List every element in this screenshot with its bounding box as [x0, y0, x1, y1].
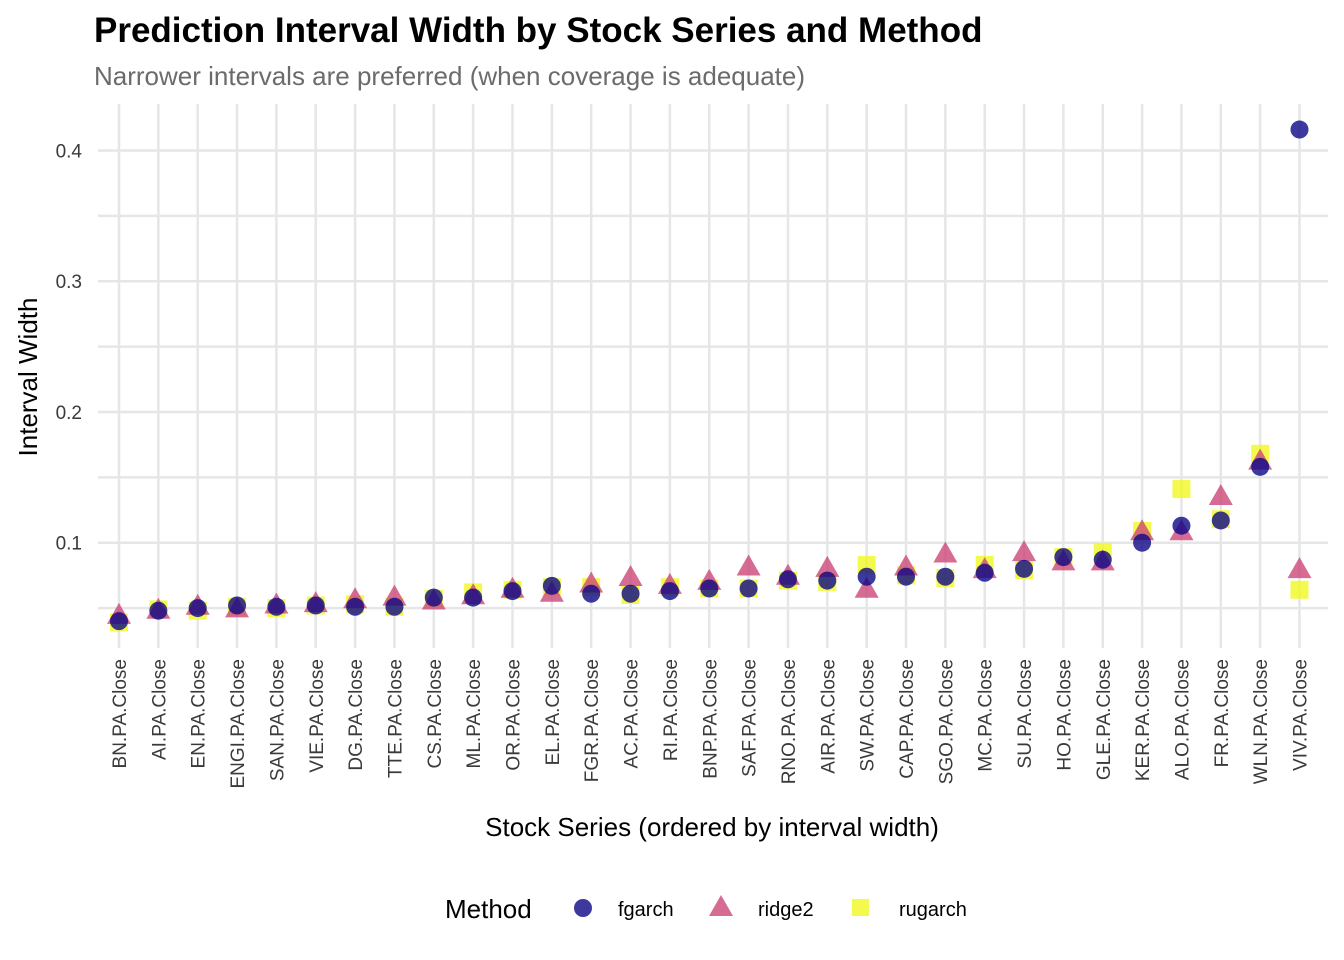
fgarch-point: [778, 570, 797, 589]
x-tick-label: SU.PA.Close: [1015, 659, 1036, 768]
y-tick-label: 0.3: [56, 272, 82, 293]
x-tick-label: ML.PA.Close: [464, 659, 485, 768]
x-tick-label: VIE.PA.Close: [307, 659, 328, 773]
x-tick-label: CS.PA.Close: [425, 659, 446, 768]
x-tick-label: FR.PA.Close: [1212, 659, 1233, 767]
fgarch-point: [897, 567, 915, 586]
data-points: [107, 120, 1312, 632]
x-tick-label: MC.PA.Close: [976, 659, 997, 772]
x-tick-label: FGR.PA.Close: [582, 659, 603, 782]
x-tick-label: SGO.PA.Close: [936, 659, 957, 784]
fgarch-point: [975, 563, 994, 582]
fgarch-point: [582, 584, 601, 603]
legend-fgarch-label: fgarch: [618, 899, 674, 921]
fgarch-point: [857, 567, 876, 586]
x-tick-label: GLE.PA.Close: [1094, 659, 1115, 780]
legend-fgarch-marker: [574, 899, 592, 917]
fgarch-point: [306, 596, 325, 615]
legend-title: Method: [445, 894, 532, 924]
x-tick-label: BNP.PA.Close: [700, 659, 721, 779]
x-tick-label: VIV.PA.Close: [1291, 659, 1312, 771]
fgarch-point: [621, 584, 640, 603]
y-axis-ticks: 0.1 0.2 0.3 0.4: [56, 141, 83, 554]
x-tick-label: CAP.PA.Close: [897, 659, 918, 779]
x-axis-title: Stock Series (ordered by interval width): [485, 812, 939, 842]
x-tick-label: HO.PA.Close: [1054, 659, 1075, 771]
fgarch-point: [700, 579, 719, 598]
fgarch-point: [818, 571, 837, 590]
x-tick-label: BN.PA.Close: [110, 659, 131, 768]
fgarch-point: [464, 588, 483, 607]
x-tick-label: RI.PA.Close: [661, 659, 682, 761]
rugarch-point: [1172, 480, 1191, 499]
grid: [98, 104, 1328, 648]
rugarch-point: [1290, 580, 1309, 599]
ridge2-point: [618, 565, 643, 587]
x-tick-label: SAN.PA.Close: [267, 659, 288, 781]
fgarch-point: [503, 582, 522, 601]
y-tick-label: 0.4: [56, 141, 83, 162]
fgarch-point: [110, 612, 128, 631]
x-tick-label: AC.PA.Close: [622, 659, 643, 768]
y-tick-label: 0.2: [56, 403, 82, 424]
x-tick-label: SAF.PA.Close: [740, 659, 761, 777]
fgarch-point: [346, 597, 365, 616]
x-tick-label: RNO.PA.Close: [779, 659, 800, 784]
ridge2-point: [736, 554, 761, 576]
ridge2-point: [1208, 483, 1233, 505]
y-tick-label: 0.1: [56, 534, 82, 555]
x-tick-label: AI.PA.Close: [149, 659, 170, 760]
fgarch-point: [936, 567, 955, 586]
fgarch-point: [1015, 559, 1034, 578]
x-tick-label: SW.PA.Close: [858, 659, 879, 772]
fgarch-point: [1054, 548, 1073, 567]
fgarch-point: [1133, 533, 1152, 552]
x-tick-label: WLN.PA.Close: [1251, 659, 1272, 784]
fgarch-point: [228, 596, 247, 615]
chart-title: Prediction Interval Width by Stock Serie…: [94, 11, 982, 50]
ridge2-point: [815, 555, 840, 577]
fgarch-point: [660, 582, 679, 601]
fgarch-point: [149, 601, 168, 620]
x-tick-label: EL.PA.Close: [543, 659, 564, 765]
ridge2-point: [933, 541, 958, 563]
legend-rugarch-marker: [852, 899, 869, 916]
fgarch-point: [1251, 457, 1270, 476]
fgarch-point: [739, 579, 758, 598]
x-tick-label: DG.PA.Close: [346, 659, 367, 771]
fgarch-point: [385, 597, 404, 616]
chart-subtitle: Narrower intervals are preferred (when c…: [94, 61, 805, 91]
legend-ridge2-marker: [709, 895, 733, 916]
x-tick-label: ENGI.PA.Close: [228, 659, 249, 789]
fgarch-point: [542, 576, 561, 595]
x-tick-label: EN.PA.Close: [189, 659, 210, 768]
x-tick-label: AIR.PA.Close: [818, 659, 839, 774]
x-tick-label: TTE.PA.Close: [385, 659, 406, 778]
fgarch-point: [1172, 516, 1191, 535]
x-axis-ticks: BN.PA.Close AI.PA.Close EN.PA.Close ENGI.PA…: [110, 659, 1312, 789]
y-axis-title: Interval Width: [13, 298, 43, 457]
x-tick-label: ALO.PA.Close: [1172, 659, 1193, 780]
x-tick-label: KER.PA.Close: [1133, 659, 1154, 781]
fgarch-point: [188, 599, 207, 618]
fgarch-point: [1211, 511, 1230, 530]
fgarch-point: [1290, 120, 1309, 139]
ridge2-point: [1012, 540, 1037, 562]
ridge2-point: [1130, 519, 1155, 541]
ridge2-point: [854, 576, 879, 598]
fgarch-point: [267, 597, 286, 616]
fgarch-point: [424, 588, 443, 607]
legend: Method fgarch ridge2 rugarch: [445, 894, 967, 924]
ridge2-point: [1287, 557, 1312, 579]
legend-ridge2-label: ridge2: [758, 899, 814, 921]
x-tick-label: OR.PA.Close: [504, 659, 525, 771]
legend-rugarch-label: rugarch: [899, 899, 967, 921]
fgarch-point: [1093, 550, 1112, 569]
